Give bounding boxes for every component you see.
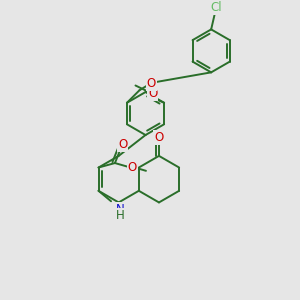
Text: O: O	[147, 77, 156, 90]
Text: N: N	[116, 202, 124, 215]
Text: O: O	[128, 161, 137, 174]
Text: H: H	[116, 209, 124, 222]
Text: O: O	[118, 138, 127, 151]
Text: O: O	[148, 87, 158, 100]
Text: Cl: Cl	[211, 2, 222, 14]
Text: O: O	[154, 130, 164, 144]
